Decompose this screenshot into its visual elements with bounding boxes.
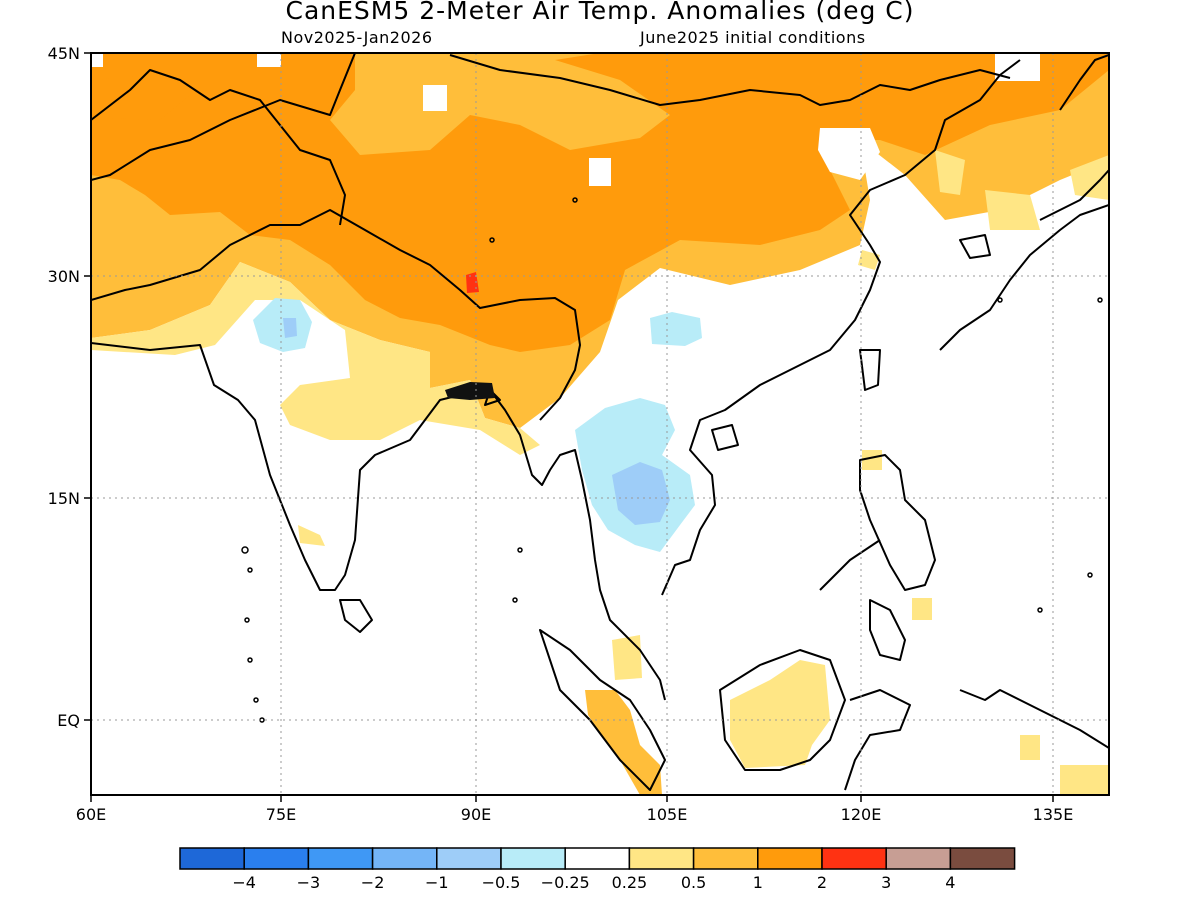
india-cool bbox=[253, 298, 312, 352]
legend-color-box bbox=[307, 847, 374, 870]
north-india-band bbox=[91, 262, 540, 455]
legend-color-box bbox=[821, 847, 887, 870]
legend-label: 2 bbox=[817, 873, 827, 892]
initial-conditions: June2025 initial conditions bbox=[640, 28, 866, 47]
legend-color-box bbox=[500, 847, 566, 870]
legend-color-box bbox=[179, 847, 245, 870]
legend-label: 1 bbox=[753, 873, 763, 892]
lon-tick: 105E bbox=[647, 805, 688, 824]
lon-tick: 135E bbox=[1033, 805, 1074, 824]
legend-color-box bbox=[436, 847, 502, 870]
legend-label: 4 bbox=[945, 873, 955, 892]
legend-label: −4 bbox=[232, 873, 256, 892]
tibet-central-asia-warm bbox=[91, 53, 1109, 352]
lon-tick: 90E bbox=[461, 805, 491, 824]
lat-tick: 30N bbox=[48, 267, 80, 286]
lon-tick: 120E bbox=[841, 805, 882, 824]
valid-period: Nov2025-Jan2026 bbox=[281, 28, 433, 47]
map-grid bbox=[91, 53, 1109, 795]
legend-label: 0.25 bbox=[612, 873, 648, 892]
legend-color-box bbox=[949, 847, 1016, 870]
lat-tick: 45N bbox=[48, 44, 80, 63]
coastlines bbox=[91, 53, 1109, 791]
legend-color-box bbox=[628, 847, 695, 870]
legend-color-box bbox=[757, 847, 823, 870]
lon-tick: 75E bbox=[266, 805, 296, 824]
cambodia-cool bbox=[612, 462, 670, 525]
legend-color-box bbox=[371, 847, 438, 870]
legend-color-box bbox=[885, 847, 952, 870]
lon-tick: 60E bbox=[76, 805, 106, 824]
borneo-warm bbox=[730, 660, 830, 768]
lat-tick: 15N bbox=[48, 489, 80, 508]
legend-label: 0.5 bbox=[681, 873, 706, 892]
legend-label: −2 bbox=[361, 873, 385, 892]
legend-label: −0.25 bbox=[541, 873, 590, 892]
legend-label: −3 bbox=[297, 873, 321, 892]
legend-label: −0.5 bbox=[482, 873, 521, 892]
legend-label: 3 bbox=[881, 873, 891, 892]
legend-label: −1 bbox=[425, 873, 449, 892]
legend-color-box bbox=[692, 847, 759, 870]
map-title: CanESM5 2-Meter Air Temp. Anomalies (deg… bbox=[285, 0, 915, 25]
legend-color-box bbox=[243, 847, 310, 870]
map-frame bbox=[90, 52, 1110, 796]
legend-color-box bbox=[564, 847, 631, 870]
lat-tick: EQ bbox=[57, 711, 80, 730]
